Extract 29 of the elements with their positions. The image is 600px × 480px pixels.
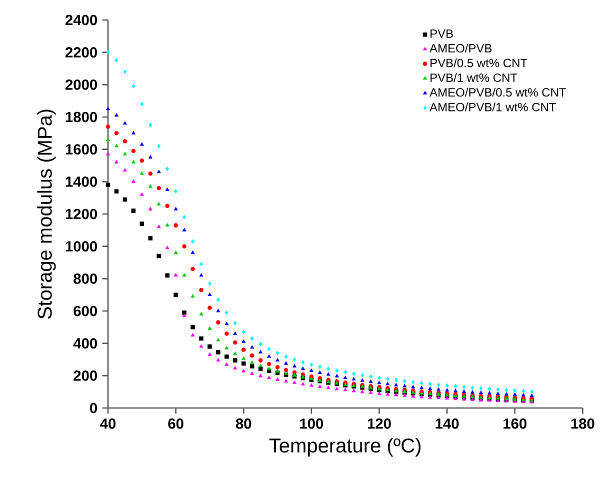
y-tick-label: 1800 <box>66 112 97 122</box>
x-tick-label: 160 <box>504 418 526 429</box>
x-tick-label: 120 <box>368 418 391 429</box>
legend-label: PVB/1 wt% CNT <box>430 73 518 82</box>
legend-label: AMEO/PVB/1 wt% CNT <box>430 102 556 112</box>
y-tick-label: 200 <box>74 370 97 381</box>
legend-label: AMEO/PVB <box>430 44 492 53</box>
y-axis-title: Storage modulus (MPa) <box>37 110 56 319</box>
x-axis-title: Temperature (ºC) <box>269 438 421 457</box>
y-tick-label: 2000 <box>65 79 97 90</box>
legend-label: PVB/0.5 wt% CNT <box>430 58 528 68</box>
x-tick-label: 180 <box>571 418 594 429</box>
x-tick-label: 80 <box>236 418 252 429</box>
y-tick-label: 1200 <box>66 208 97 220</box>
y-tick-label: 1000 <box>66 241 97 252</box>
x-tick-label: 60 <box>168 418 184 429</box>
y-tick-label: 2400 <box>65 14 97 26</box>
x-tick-label: 140 <box>436 418 459 429</box>
legend-label: PVB <box>430 29 453 38</box>
x-tick-label: 100 <box>300 418 324 429</box>
y-tick-label: 0 <box>90 402 97 414</box>
x-tick-label: 40 <box>100 418 116 429</box>
legend-label: AMEO/PVB/0.5 wt% CNT <box>430 88 566 97</box>
y-tick-label: 400 <box>73 338 97 349</box>
y-tick-label: 600 <box>74 306 97 316</box>
y-tick-label: 800 <box>74 273 97 284</box>
y-tick-label: 1600 <box>66 144 97 155</box>
y-tick-label: 1400 <box>66 176 97 187</box>
y-tick-label: 2200 <box>65 47 97 58</box>
